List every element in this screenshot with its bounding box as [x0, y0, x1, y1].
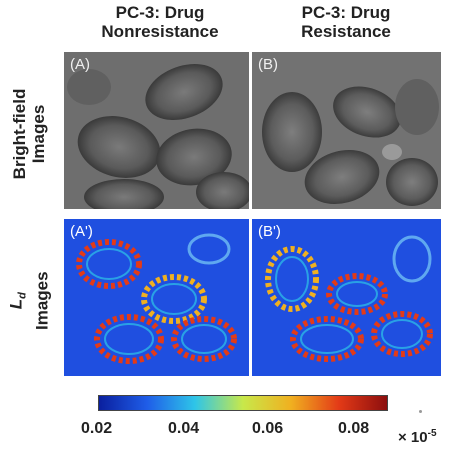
colorbar-tick-label: 0.04: [168, 420, 200, 437]
colorbar-tick-label: 0.06: [252, 420, 284, 437]
row-title-symbol: Ld: [6, 292, 29, 310]
column-title-line2: Resistance: [301, 22, 391, 41]
panel-b-bright-field-image: (B): [252, 52, 441, 209]
row-title-line1: Bright-field: [10, 88, 29, 180]
panel-label-b-prime: (B'): [258, 223, 281, 240]
row-title-line2: Images: [29, 104, 48, 164]
panel-label-b: (B): [258, 56, 278, 73]
multiplier-exponent: -5: [427, 428, 437, 439]
colorbar-multiplier: × 10-5: [398, 428, 437, 446]
column-title-nonresistance: PC-3: Drug Nonresistance: [60, 3, 260, 41]
colorbar: [98, 395, 388, 411]
column-title-resistance: PC-3: Drug Resistance: [246, 3, 446, 41]
panel-label-a-prime: (A'): [70, 223, 93, 240]
multiplier-base: × 10: [398, 429, 428, 446]
column-title-line1: PC-3: Drug: [115, 3, 205, 22]
column-title-line2: Nonresistance: [101, 22, 219, 41]
column-title-line1: PC-3: Drug: [301, 3, 391, 22]
small-dot: [419, 410, 422, 413]
panel-label-a: (A): [70, 56, 90, 73]
panel-a-prime-ld-image: (A'): [64, 219, 249, 376]
panel-a-bright-field-image: (A): [64, 52, 249, 209]
panel-b-prime-ld-image: (B'): [252, 219, 441, 376]
row-title-line2: Images: [32, 271, 52, 330]
colorbar-tick-label: 0.08: [338, 420, 370, 437]
colorbar-tick-label: 0.02: [81, 420, 113, 437]
